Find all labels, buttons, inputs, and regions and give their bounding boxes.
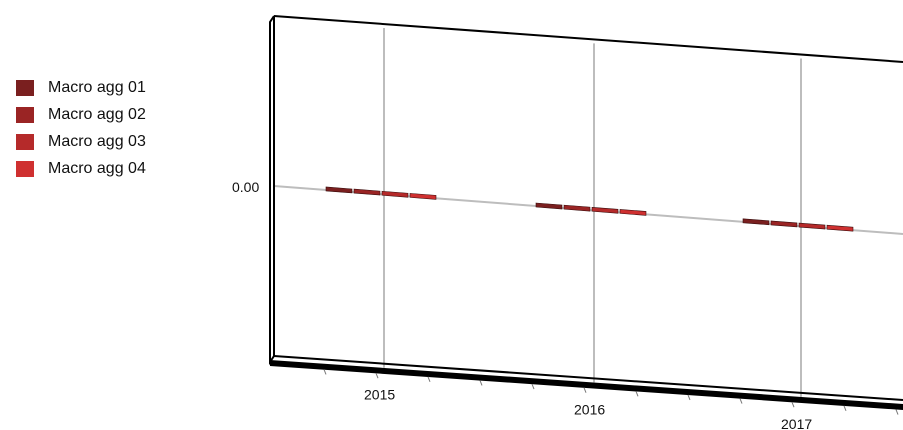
floor-tick (479, 380, 483, 386)
floor-tick (583, 387, 587, 393)
xtick-label: 2017 (781, 416, 812, 430)
bar-2015-s4 (409, 193, 437, 200)
bar-2017-s4 (826, 224, 854, 232)
bar-2016-s3 (591, 206, 619, 214)
legend-item-1: Macro agg 01 (16, 74, 146, 101)
gridlines (273, 28, 903, 397)
bar-2017-s3 (798, 222, 826, 230)
floor-tick (375, 372, 379, 379)
floor-tick (739, 398, 743, 404)
floor-tick (843, 405, 847, 412)
bar-2016-s2 (563, 204, 591, 212)
axis-labels: 0.00 2015 2016 2017 (232, 179, 812, 430)
legend-swatch (16, 160, 34, 177)
floor-edge (270, 360, 903, 410)
left-wall (269, 15, 275, 366)
bars (325, 186, 854, 232)
legend-swatch (16, 133, 34, 150)
legend-label: Macro agg 04 (48, 159, 146, 177)
legend-label: Macro agg 01 (48, 78, 146, 96)
xtick-label: 2015 (364, 387, 395, 403)
legend-item-2: Macro agg 02 (16, 101, 146, 128)
floor-tick (687, 394, 691, 401)
legend-label: Macro agg 03 (48, 132, 146, 150)
ytick-label: 0.00 (232, 179, 259, 195)
bar-2016-s4 (619, 209, 647, 216)
wall-top-edge (273, 15, 903, 63)
legend-swatch (16, 106, 34, 123)
bar-2016-s1 (535, 202, 563, 210)
legend-item-4: Macro agg 04 (16, 155, 146, 182)
bar-2017-s1 (742, 218, 770, 226)
floor-tick (531, 383, 535, 390)
bar-2015-s3 (381, 190, 409, 198)
xtick-label: 2016 (574, 401, 605, 417)
legend-swatch (16, 79, 34, 96)
floor-tick (635, 391, 639, 397)
floor-tick (323, 369, 327, 375)
bar-2015-s1 (325, 186, 353, 194)
floor-tick (427, 376, 431, 382)
floor-tick (791, 402, 795, 408)
legend-label: Macro agg 02 (48, 105, 146, 123)
floor-tick (895, 409, 899, 415)
bar-2015-s2 (353, 188, 381, 196)
bar-2017-s2 (770, 220, 798, 228)
legend: Macro agg 01 Macro agg 02 Macro agg 03 M… (16, 74, 146, 182)
legend-item-3: Macro agg 03 (16, 128, 146, 155)
plot-frame (269, 15, 903, 415)
floor-back-edge (273, 355, 903, 401)
